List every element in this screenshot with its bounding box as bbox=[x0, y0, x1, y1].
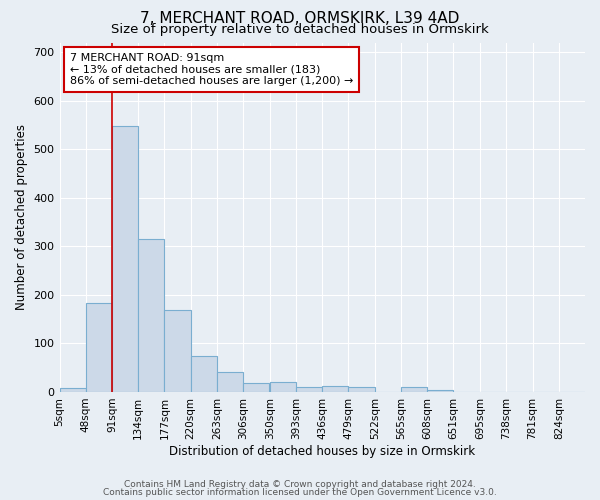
Bar bbox=[191, 356, 217, 392]
Bar bbox=[427, 390, 454, 392]
Bar bbox=[270, 382, 296, 392]
Bar bbox=[217, 372, 243, 392]
Bar bbox=[243, 383, 269, 392]
Text: Contains public sector information licensed under the Open Government Licence v3: Contains public sector information licen… bbox=[103, 488, 497, 497]
Bar bbox=[322, 386, 349, 392]
Text: 7 MERCHANT ROAD: 91sqm
← 13% of detached houses are smaller (183)
86% of semi-de: 7 MERCHANT ROAD: 91sqm ← 13% of detached… bbox=[70, 53, 353, 86]
Bar bbox=[296, 387, 322, 392]
Bar bbox=[59, 388, 86, 392]
Y-axis label: Number of detached properties: Number of detached properties bbox=[15, 124, 28, 310]
Bar bbox=[86, 302, 112, 392]
Bar bbox=[138, 239, 164, 392]
Text: Contains HM Land Registry data © Crown copyright and database right 2024.: Contains HM Land Registry data © Crown c… bbox=[124, 480, 476, 489]
Text: Size of property relative to detached houses in Ormskirk: Size of property relative to detached ho… bbox=[111, 22, 489, 36]
Bar bbox=[112, 126, 138, 392]
X-axis label: Distribution of detached houses by size in Ormskirk: Distribution of detached houses by size … bbox=[169, 444, 475, 458]
Text: 7, MERCHANT ROAD, ORMSKIRK, L39 4AD: 7, MERCHANT ROAD, ORMSKIRK, L39 4AD bbox=[140, 11, 460, 26]
Bar bbox=[401, 387, 427, 392]
Bar bbox=[349, 387, 374, 392]
Bar bbox=[164, 310, 191, 392]
